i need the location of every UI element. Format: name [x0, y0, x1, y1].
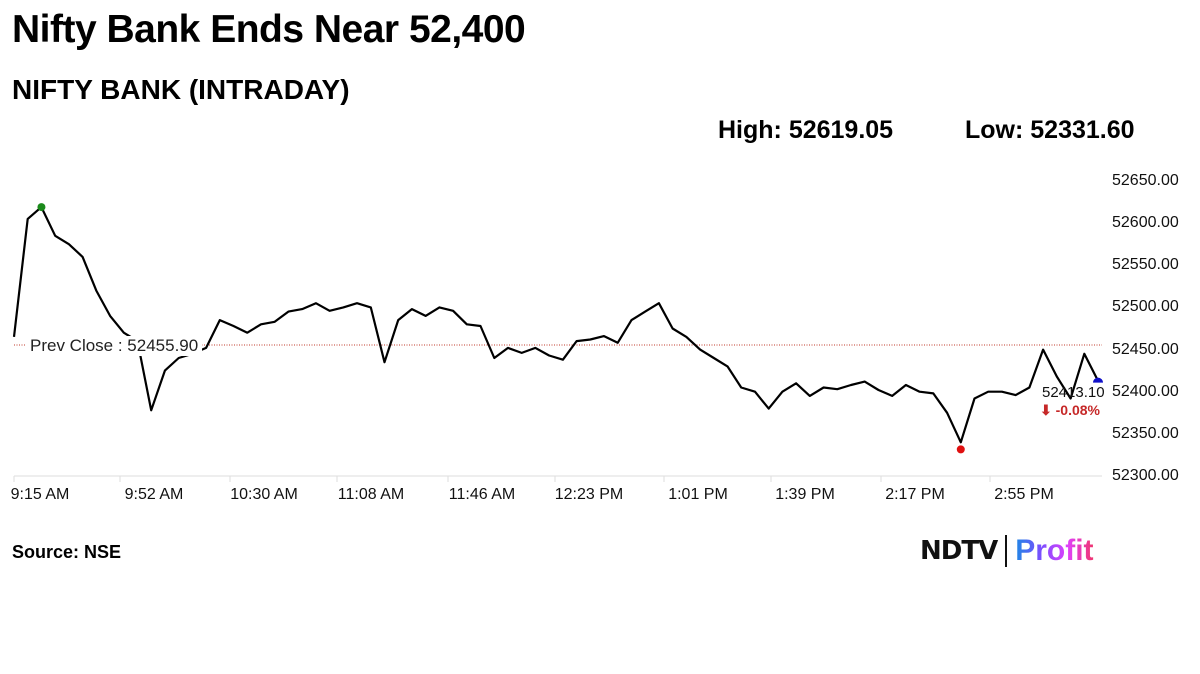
x-axis-tick-label: 9:15 AM [10, 486, 70, 503]
high-label: High: 52619.05 [718, 116, 894, 144]
x-axis-tick-label: 11:08 AM [337, 486, 405, 503]
chart-subtitle: NIFTY BANK (INTRADAY) [12, 74, 350, 105]
source-label: Source: NSE [12, 542, 122, 562]
low-label: Low: 52331.60 [965, 116, 1135, 144]
ndtv-profit-logo: NDTV Profit [920, 532, 1094, 570]
y-axis-tick-label: 52450.00 [1112, 340, 1179, 358]
last-price-marker-icon [1093, 377, 1103, 383]
y-axis-tick-label: 52500.00 [1112, 298, 1179, 316]
x-axis-tick-marks [13, 476, 991, 482]
y-axis-tick-label: 52400.00 [1112, 382, 1179, 400]
logo-profit-text: Profit [1015, 534, 1094, 567]
low-marker-icon [956, 445, 965, 454]
y-axis-tick-label: 52350.00 [1112, 424, 1179, 442]
page-title: Nifty Bank Ends Near 52,400 [12, 8, 526, 51]
logo-ndtv-text: NDTV [920, 536, 998, 566]
x-axis-tick-label: 11:46 AM [448, 486, 516, 503]
logo-divider [1005, 535, 1008, 567]
x-axis-tick-label: 2:17 PM [885, 486, 945, 503]
high-marker-icon [37, 203, 46, 212]
x-axis-tick-label: 2:55 PM [994, 486, 1054, 503]
y-axis-tick-label: 52550.00 [1112, 256, 1179, 274]
y-axis-tick-label: 52300.00 [1112, 467, 1179, 484]
price-series-line [12, 206, 1099, 444]
y-axis-tick-label: 52650.00 [1112, 172, 1179, 189]
change-percent-label: ⬇ -0.08% [1040, 402, 1100, 418]
last-value-label: 52413.10 [1042, 384, 1105, 401]
x-axis-tick-label: 12:23 PM [554, 486, 624, 503]
prev-close-label: Prev Close : 52455.90 [26, 336, 203, 356]
x-axis-tick-label: 10:30 AM [230, 486, 298, 503]
x-axis-tick-label: 9:52 AM [124, 486, 184, 503]
x-axis-tick-label: 1:01 PM [668, 486, 728, 503]
y-axis-tick-label: 52600.00 [1112, 214, 1179, 232]
x-axis-tick-label: 1:39 PM [775, 486, 835, 503]
